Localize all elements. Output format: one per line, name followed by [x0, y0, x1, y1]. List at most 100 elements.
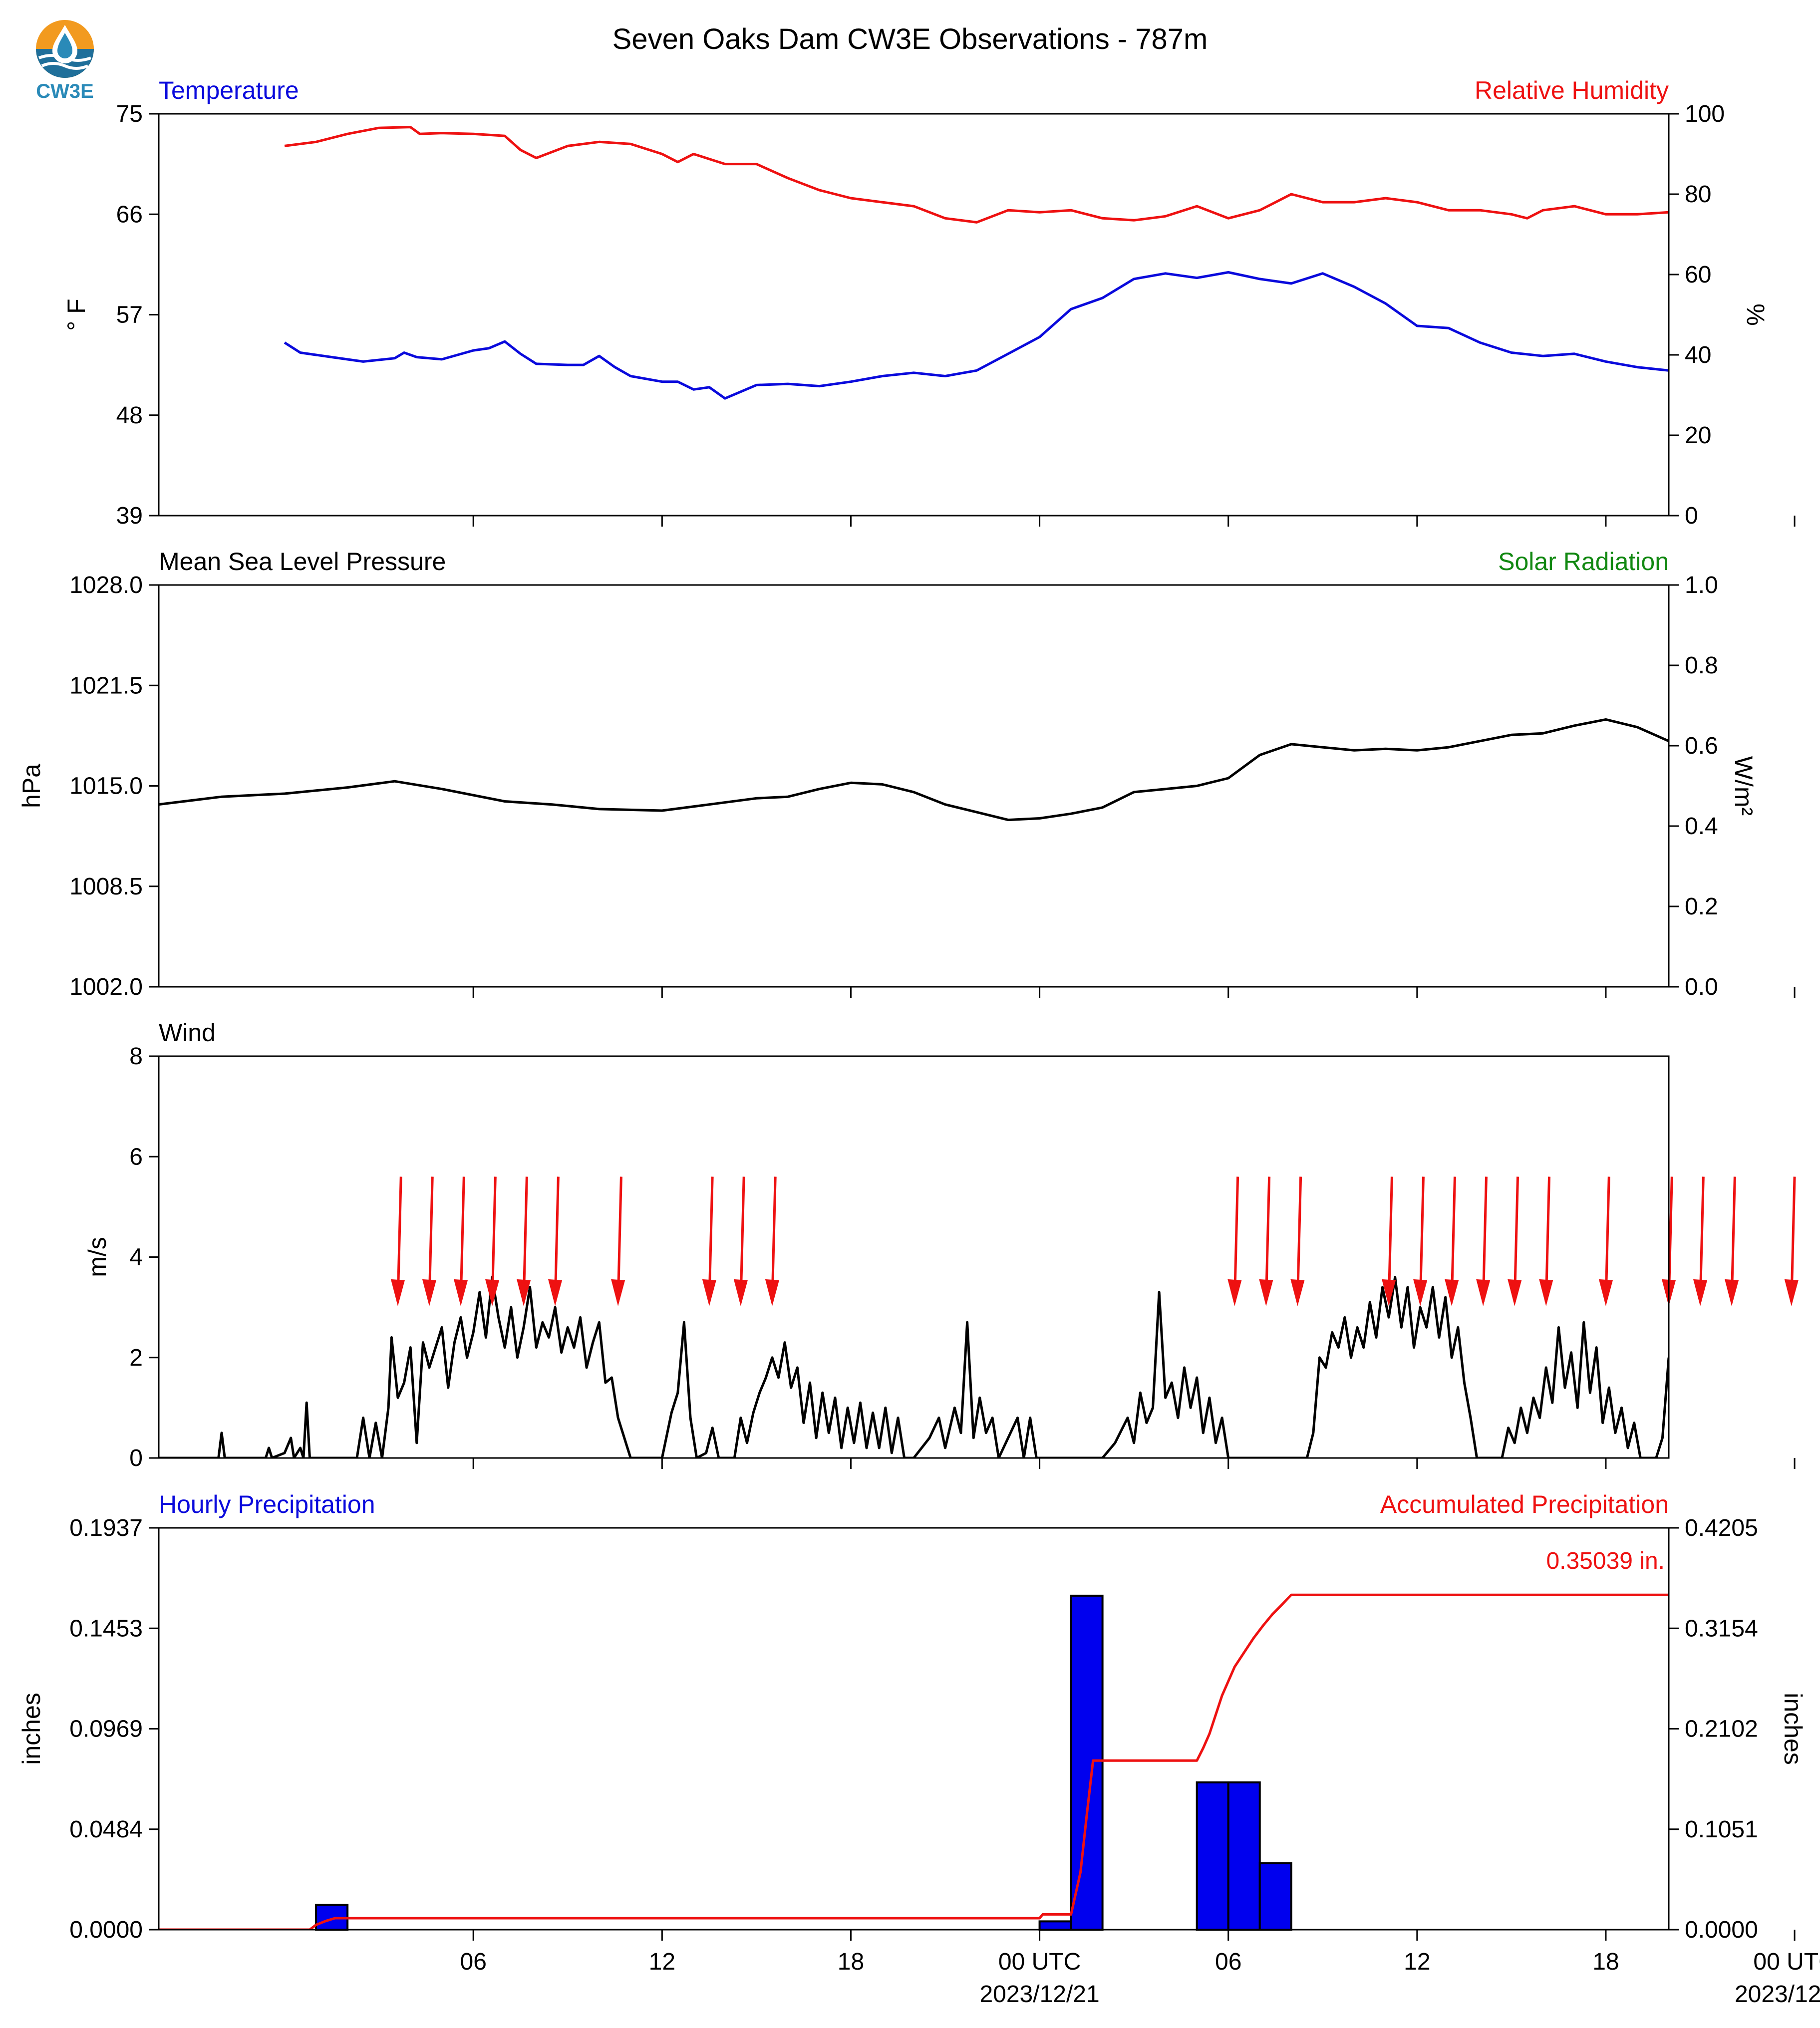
- y-right-tick-label: 40: [1685, 342, 1711, 368]
- wind-direction-arrow: [611, 1176, 625, 1306]
- y-left-tick-label: 0.1453: [69, 1615, 143, 1642]
- wind-direction-arrow: [1693, 1176, 1708, 1306]
- wind-arrow-head: [702, 1279, 716, 1306]
- y-right-tick-label: 0.0: [1685, 974, 1718, 1000]
- wind-arrow-head: [1227, 1279, 1242, 1306]
- y-right-tick-label: 0.2: [1685, 893, 1718, 920]
- figure-title: Seven Oaks Dam CW3E Observations - 787m: [612, 23, 1208, 55]
- wind-direction-arrow: [1445, 1176, 1459, 1306]
- logo-text: CW3E: [36, 80, 94, 102]
- wind-direction-arrow: [702, 1176, 716, 1306]
- y-left-axis-title: hPa: [17, 764, 45, 808]
- y-left-axis-title: m/s: [83, 1237, 111, 1277]
- y-left-tick-label: 57: [116, 302, 143, 328]
- series-line-accumulated-precipitation: [159, 1593, 1669, 1930]
- y-right-tick-label: 1.0: [1685, 572, 1718, 598]
- wind-direction-arrow: [548, 1176, 563, 1306]
- panel-left-label: Mean Sea Level Pressure: [159, 548, 446, 576]
- panel-frame: [158, 113, 1670, 517]
- wind-arrow-head: [1693, 1279, 1708, 1306]
- series-line-mean-sea-level-pressure: [159, 718, 1669, 822]
- wind-arrow-head: [1382, 1279, 1396, 1306]
- wind-direction-arrow: [1413, 1176, 1428, 1306]
- y-right-tick-label: 80: [1685, 181, 1711, 208]
- y-left-tick-label: 75: [116, 101, 143, 127]
- wind-direction-arrow: [1259, 1176, 1273, 1306]
- wind-direction-arrow: [1598, 1176, 1613, 1306]
- y-right-tick-label: 0.8: [1685, 652, 1718, 679]
- wind-arrow-head: [517, 1279, 531, 1306]
- y-left-tick-label: 6: [129, 1144, 143, 1170]
- x-tick-label: 06: [1215, 1949, 1241, 1975]
- x-tick-label: 18: [1592, 1949, 1619, 1975]
- panel-left-label: Temperature: [159, 76, 299, 104]
- wind-arrow-head: [1784, 1279, 1799, 1306]
- y-right-tick-label: 0: [1685, 503, 1698, 529]
- wind-direction-arrow: [1539, 1176, 1553, 1306]
- wind-arrow-head: [1445, 1279, 1459, 1306]
- precip-bar: [1227, 1781, 1261, 1931]
- wind-direction-arrow: [485, 1176, 500, 1306]
- y-left-axis-title: ° F: [62, 298, 90, 330]
- y-left-tick-label: 1021.5: [69, 672, 143, 699]
- panel-right-label: Solar Radiation: [1498, 548, 1669, 576]
- y-left-tick-label: 0.1937: [69, 1515, 143, 1541]
- y-left-tick-label: 48: [116, 402, 143, 429]
- panel-right-label: Relative Humidity: [1475, 76, 1669, 104]
- y-left-tick-label: 0.0969: [69, 1716, 143, 1742]
- wind-arrow-head: [765, 1279, 779, 1306]
- y-right-tick-label: 20: [1685, 422, 1711, 449]
- wind-direction-arrow: [1290, 1176, 1305, 1306]
- panel-frame: [158, 1527, 1670, 1931]
- x-tick-label: 06: [460, 1949, 487, 1975]
- wind-direction-arrow: [517, 1176, 531, 1306]
- wind-direction-arrow: [1382, 1176, 1396, 1306]
- y-left-tick-label: 1015.0: [69, 773, 143, 800]
- y-right-tick-label: 0.0000: [1685, 1917, 1758, 1943]
- y-left-tick-label: 1028.0: [69, 572, 143, 598]
- y-left-tick-label: 39: [116, 503, 143, 529]
- precip-bar: [1038, 1920, 1072, 1931]
- wind-arrow-head: [1290, 1279, 1305, 1306]
- wind-direction-arrow: [454, 1176, 468, 1306]
- wind-direction-arrow: [1725, 1176, 1739, 1306]
- y-left-tick-label: 2: [129, 1345, 143, 1371]
- panel-right-label: Accumulated Precipitation: [1380, 1490, 1669, 1518]
- wind-arrow-head: [1259, 1279, 1273, 1306]
- x-tick-label: 00 UTC: [998, 1949, 1081, 1975]
- x-tick-sublabel: 2023/12/22: [1735, 1981, 1820, 2008]
- wind-direction-arrow: [1784, 1176, 1799, 1306]
- y-right-tick-label: 0.2102: [1685, 1716, 1758, 1742]
- x-tick-label: 12: [1404, 1949, 1430, 1975]
- cw3e-water-drop-logo-icon: CW3E: [36, 20, 94, 102]
- y-right-axis-title: W/m²: [1730, 756, 1758, 816]
- y-right-tick-label: 0.4205: [1685, 1515, 1758, 1541]
- y-right-tick-label: 0.4: [1685, 813, 1718, 840]
- y-right-tick-label: 0.3154: [1685, 1615, 1758, 1642]
- y-left-tick-label: 4: [129, 1244, 143, 1271]
- wind-arrow-head: [1598, 1279, 1613, 1306]
- wind-direction-arrow: [1476, 1176, 1491, 1306]
- series-line-relative-humidity: [284, 126, 1669, 224]
- wind-arrow-head: [548, 1279, 563, 1306]
- wind-arrow-head: [1476, 1279, 1491, 1306]
- precip-bar: [1070, 1594, 1104, 1931]
- chart-panel-2: 1028.0 1021.5 1015.0 1008.5 1002.0 1.0 0.8 0.6 0…: [17, 548, 1796, 1000]
- wind-arrow-head: [390, 1279, 405, 1306]
- panel-left-label: Hourly Precipitation: [159, 1490, 375, 1518]
- x-tick-label: 18: [838, 1949, 864, 1975]
- wind-arrow-head: [733, 1279, 748, 1306]
- wind-arrow-head: [1413, 1279, 1428, 1306]
- panel-frame: [158, 584, 1670, 988]
- x-tick-label: 00 UTC: [1753, 1949, 1820, 1975]
- series-line-temperature: [284, 271, 1669, 400]
- wind-arrow-head: [1725, 1279, 1739, 1306]
- y-right-tick-label: 0.6: [1685, 733, 1718, 759]
- y-right-tick-label: 100: [1685, 101, 1725, 127]
- series-line-wind: [159, 1276, 1669, 1458]
- precip-bar: [1258, 1862, 1292, 1931]
- y-left-tick-label: 8: [129, 1043, 143, 1070]
- y-right-axis-title: inches: [1779, 1693, 1807, 1765]
- wind-direction-arrow: [422, 1176, 436, 1306]
